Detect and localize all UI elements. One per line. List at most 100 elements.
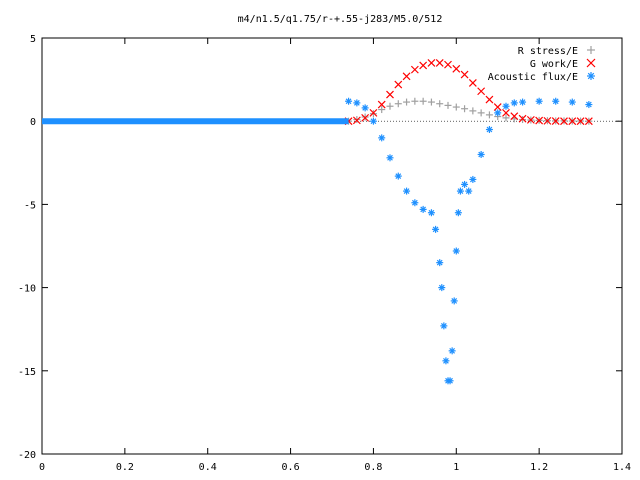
data-point: [469, 107, 477, 115]
data-point: [419, 205, 427, 213]
data-point: [369, 117, 377, 125]
data-point: [352, 116, 361, 125]
data-point: [450, 297, 458, 305]
data-point: [427, 98, 435, 106]
data-point: [560, 117, 568, 126]
data-point: [394, 172, 402, 180]
data-point: [493, 103, 502, 111]
data-point: [576, 117, 585, 126]
data-point: [510, 112, 519, 121]
data-point: [419, 97, 427, 105]
data-point: [419, 61, 428, 70]
data-point: [535, 116, 544, 125]
legend-label: Acoustic flux/E: [488, 72, 578, 83]
data-point: [551, 117, 560, 125]
data-point: [452, 64, 461, 73]
data-point: [378, 134, 386, 142]
data-point: [386, 154, 394, 162]
data-point: [448, 347, 456, 355]
data-point: [442, 357, 450, 365]
data-point: [432, 225, 440, 233]
data-point: [403, 98, 411, 106]
data-point: [361, 104, 369, 112]
data-point: [465, 187, 473, 195]
y-tick-label: -15: [18, 367, 36, 378]
data-point: [526, 115, 535, 124]
data-point: [502, 114, 510, 122]
data-point: [427, 59, 436, 67]
data-point: [410, 65, 419, 74]
data-point: [411, 199, 419, 207]
data-point: [518, 114, 527, 123]
data-point: [386, 90, 394, 99]
data-point: [353, 99, 361, 107]
x-tick-label: 1.2: [530, 462, 548, 473]
data-point: [456, 187, 464, 195]
data-point: [444, 101, 452, 109]
legend: R stress/E G work/E Acoustic flux/E: [488, 46, 596, 83]
data-point: [378, 106, 386, 114]
data-point: [494, 109, 502, 117]
data-point: [584, 117, 593, 126]
data-point: [435, 59, 444, 67]
x-tick-label: 1: [453, 462, 459, 473]
data-point: [452, 247, 460, 255]
data-point: [402, 72, 411, 81]
data-point: [460, 70, 469, 79]
data-point: [543, 116, 552, 125]
legend-marker: [587, 72, 595, 80]
data-point: [444, 60, 452, 69]
data-point: [519, 98, 527, 106]
data-point: [477, 109, 485, 117]
data-point: [369, 108, 378, 117]
data-point: [454, 209, 462, 217]
data-point: [411, 97, 419, 105]
data-point: [452, 103, 460, 111]
chart-title: m4/n1.5/q1.75/r-+.55-j283/M5.0/512: [238, 14, 443, 25]
data-point: [345, 97, 353, 105]
series-layer: [42, 59, 593, 385]
data-point: [427, 209, 435, 217]
data-point: [477, 87, 486, 96]
x-tick-label: 0.4: [199, 462, 217, 473]
axis-tick-labels: 0 0.2 0.4 0.6 0.8 1 1.2 1.4 5 0 -5 -10 -15 -20: [18, 34, 631, 473]
y-tick-label: -10: [18, 284, 36, 295]
data-point: [535, 97, 543, 105]
data-point: [510, 99, 518, 107]
series-g-work-e: [344, 59, 593, 126]
data-point: [394, 100, 402, 108]
y-tick-label: 5: [30, 34, 36, 45]
data-point: [485, 111, 493, 119]
data-point: [461, 105, 469, 113]
data-point: [436, 100, 444, 108]
data-point: [502, 102, 510, 110]
data-point: [394, 80, 403, 89]
x-tick-label: 0.2: [116, 462, 134, 473]
data-point: [469, 175, 477, 183]
x-tick-label: 0.6: [282, 462, 300, 473]
legend-marker: [586, 58, 596, 68]
data-point: [440, 322, 448, 330]
y-tick-label: -5: [24, 200, 36, 211]
plot-frame: [41, 37, 623, 455]
data-point: [436, 259, 444, 267]
data-point: [361, 113, 370, 122]
legend-marker: [587, 46, 595, 54]
data-point: [485, 126, 493, 134]
data-point: [568, 98, 576, 106]
x-tick-label: 0.8: [364, 462, 382, 473]
data-point: [468, 79, 477, 87]
x-tick-label: 1.4: [613, 462, 631, 473]
y-tick-label: 0: [30, 117, 36, 128]
data-point: [485, 95, 494, 104]
axis-ticks: [41, 37, 623, 455]
data-point: [438, 284, 446, 292]
data-point: [386, 102, 394, 110]
data-point: [552, 97, 560, 105]
data-point: [403, 187, 411, 195]
series-acoustic-flux-e: [42, 97, 593, 385]
data-point: [568, 117, 577, 126]
legend-label: G work/E: [530, 59, 578, 70]
y-tick-label: -20: [18, 450, 36, 461]
